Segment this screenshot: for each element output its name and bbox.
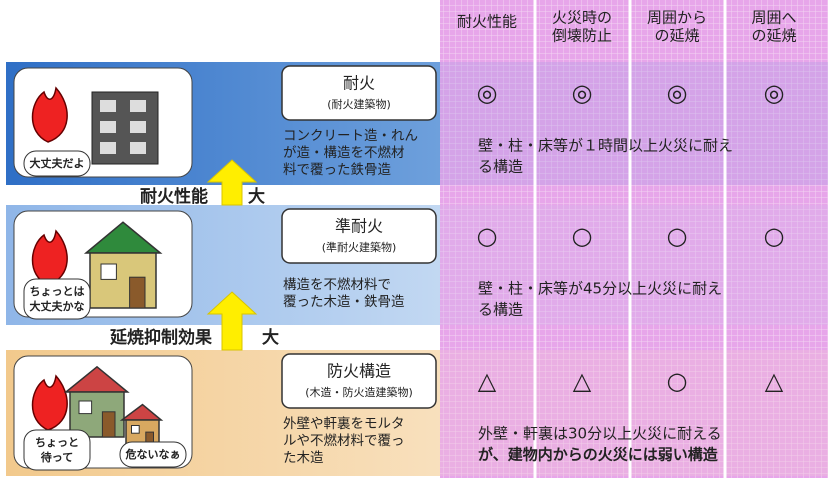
rating-note: 外壁・軒裏は30分以上火災に耐える: [478, 425, 722, 443]
row-band-tint: [440, 62, 828, 185]
speech-text: ちょっと: [35, 436, 79, 449]
rating-note: 壁・柱・床等が45分以上火災に耐え: [478, 280, 722, 298]
column-header: の延焼: [751, 27, 796, 45]
building-window: [100, 142, 116, 154]
arrow-label: 延焼抑制効果: [109, 327, 212, 348]
speech-bubble: [23, 429, 91, 471]
rating-note: る構造: [478, 301, 523, 319]
building-window: [100, 100, 116, 112]
column-header: の延焼: [654, 27, 699, 45]
rating-note: る構造: [478, 158, 523, 176]
rating-symbol: ○: [667, 367, 688, 395]
row-band-tint: [440, 350, 828, 476]
rating-symbol: △: [478, 367, 497, 395]
rating-symbol: ◎: [764, 79, 785, 107]
column-header: 耐火性能: [457, 13, 517, 31]
type-description: 料で覆った鉄骨造: [283, 162, 391, 178]
rating-symbol: △: [573, 367, 592, 395]
type-label-box: [281, 353, 437, 409]
rating-symbol: ◎: [477, 79, 498, 107]
flame: [31, 374, 68, 431]
type-description: コンクリート造・れん: [283, 128, 418, 144]
type-description: ルや不燃材料で覆っ: [283, 432, 405, 449]
type-title: 耐火: [343, 74, 375, 93]
type-label-box: [281, 208, 437, 264]
column-header: 火災時の: [552, 9, 612, 27]
type-description: 外壁や軒裏をモルタ: [283, 416, 405, 432]
rating-note: 壁・柱・床等が１時間以上火災に耐え: [478, 137, 733, 155]
speech-text: 待って: [40, 450, 73, 464]
type-title: 準耐火: [335, 217, 383, 236]
house-door: [101, 411, 116, 438]
grid-area: [440, 0, 828, 478]
column-header: 倒壊防止: [552, 27, 612, 45]
type-description: が造・構造を不燃材: [283, 144, 405, 161]
rating-symbol: △: [765, 367, 784, 395]
rating-symbol: ○: [764, 222, 785, 250]
rating-symbol: ◎: [572, 79, 593, 107]
speech-bubble: [23, 150, 91, 177]
arrow-label: 耐火性能: [140, 186, 208, 207]
type-description: 構造を不燃材料で: [283, 276, 391, 293]
type-subtitle: (耐火建築物): [327, 97, 391, 111]
arrow-size: 大: [262, 327, 279, 348]
speech-bubble: [119, 441, 187, 468]
building-window: [130, 121, 146, 133]
type-description: た木造: [283, 450, 324, 466]
flame: [31, 86, 68, 143]
speech-bubble: [23, 278, 91, 320]
building-window: [100, 121, 116, 133]
column-header: 周囲へ: [751, 9, 796, 27]
house-window: [131, 425, 140, 434]
rating-symbol: ○: [572, 222, 593, 250]
arrow-size: 大: [248, 186, 265, 207]
house-window: [78, 400, 93, 415]
flame: [31, 229, 68, 286]
type-subtitle: (木造・防火造建築物): [305, 385, 413, 399]
up-arrow: [206, 291, 258, 351]
type-subtitle: (準耐火建築物): [322, 240, 397, 254]
row-band-tint: [440, 205, 828, 325]
speech-text: 大丈夫だよ: [30, 156, 85, 170]
rating-note: が、建物内からの火災には弱い構造: [478, 446, 718, 464]
speech-text: ちょっとは: [30, 285, 85, 298]
speech-text: 危ないなぁ: [125, 447, 181, 461]
type-title: 防火構造: [327, 362, 391, 381]
type-description: 覆った木造・鉄骨造: [283, 294, 405, 310]
rating-symbol: ○: [477, 222, 498, 250]
house-wall: [89, 252, 157, 309]
house-window: [100, 263, 117, 280]
rating-symbol: ○: [667, 222, 688, 250]
building-window: [130, 142, 146, 154]
speech-text: 大丈夫かな: [30, 299, 85, 313]
building-window: [130, 100, 146, 112]
rating-symbol: ◎: [667, 79, 688, 107]
up-arrow: [206, 159, 258, 206]
type-label-box: [281, 65, 437, 121]
house-door: [129, 276, 146, 309]
column-header: 周囲から: [647, 9, 707, 27]
